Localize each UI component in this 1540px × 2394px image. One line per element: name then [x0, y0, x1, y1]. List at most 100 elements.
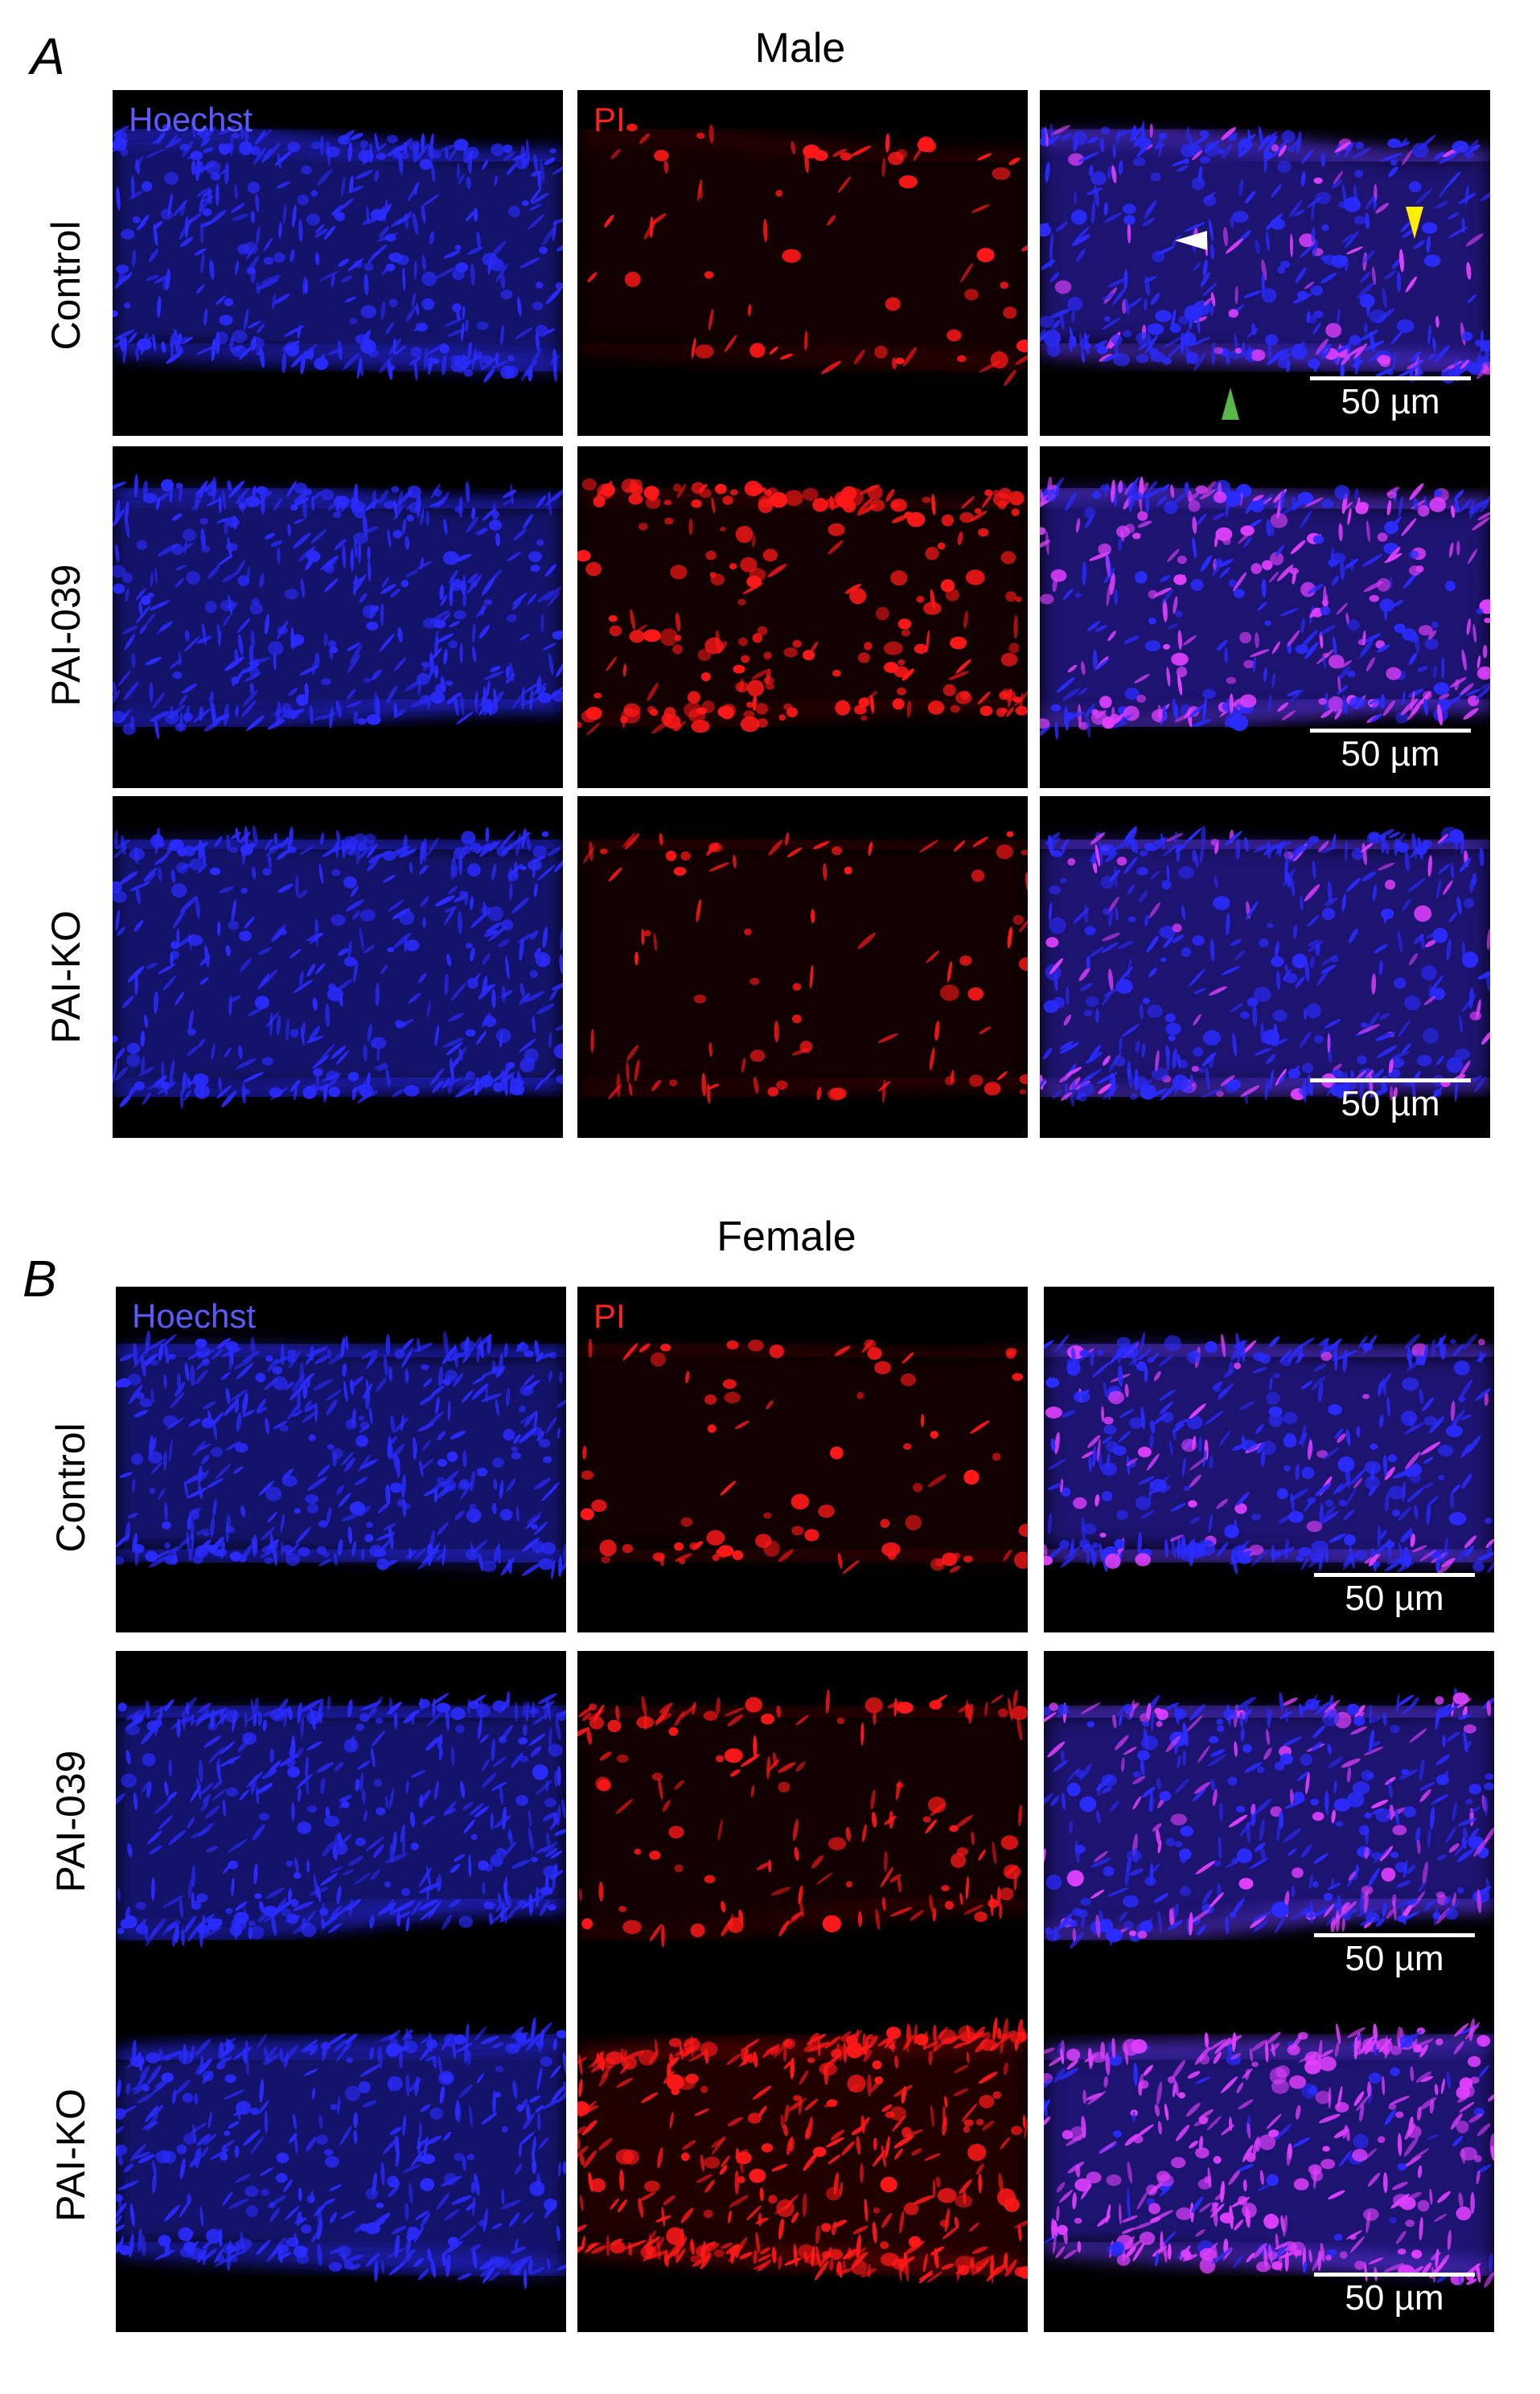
- nucleus: [1099, 1533, 1107, 1538]
- nucleus: [183, 543, 194, 550]
- nucleus: [1084, 507, 1096, 519]
- nucleus: [135, 588, 146, 601]
- nucleus: [224, 518, 228, 536]
- nucleus: [1431, 1793, 1449, 1805]
- nucleus: [170, 336, 175, 360]
- nucleus: [1429, 497, 1446, 512]
- nucleus: [1338, 1499, 1347, 1507]
- nucleus: [1192, 150, 1203, 161]
- nucleus: [252, 825, 258, 846]
- nucleus: [220, 1709, 225, 1726]
- nucleus: [753, 1076, 759, 1094]
- nucleus: [183, 1916, 197, 1933]
- nucleus: [1279, 490, 1285, 511]
- nucleus: [1377, 532, 1388, 542]
- nucleus: [306, 213, 320, 226]
- nucleus: [1485, 1517, 1493, 1525]
- nucleus: [1045, 937, 1059, 948]
- nucleus: [401, 1831, 406, 1855]
- nucleus: [123, 681, 139, 700]
- nucleus: [532, 1015, 536, 1033]
- nucleus: [1308, 1551, 1326, 1568]
- nucleus: [517, 296, 522, 317]
- nucleus: [132, 216, 141, 224]
- nucleus: [1172, 1048, 1177, 1070]
- nucleus: [651, 1079, 661, 1091]
- nucleus: [1015, 596, 1022, 602]
- nucleus: [534, 947, 541, 958]
- nucleus: [1111, 165, 1117, 183]
- nucleus: [1236, 1848, 1253, 1863]
- nucleus: [216, 1337, 231, 1349]
- nucleus: [170, 869, 176, 883]
- nucleus: [291, 1801, 295, 1821]
- nucleus: [209, 259, 215, 281]
- nucleus: [1466, 618, 1472, 635]
- nucleus: [147, 592, 154, 598]
- nucleus: [359, 927, 364, 951]
- nucleus: [259, 347, 265, 368]
- nucleus: [503, 151, 515, 161]
- nucleus: [1310, 285, 1324, 296]
- nucleus: [478, 1554, 484, 1571]
- nucleus: [369, 605, 373, 620]
- nucleus: [530, 1857, 538, 1862]
- nucleus: [373, 692, 378, 714]
- nucleus: [897, 659, 906, 666]
- nucleus: [437, 1734, 443, 1750]
- row-label-male-control: Control: [43, 220, 88, 351]
- nucleus: [1409, 953, 1418, 966]
- nucleus: [285, 341, 300, 353]
- nucleus: [422, 1789, 431, 1802]
- nucleus: [422, 1439, 431, 1451]
- nucleus: [1393, 1086, 1398, 1099]
- nucleus: [784, 490, 803, 507]
- nucleus: [507, 1559, 512, 1574]
- nucleus: [1330, 956, 1339, 963]
- nucleus: [513, 1434, 521, 1444]
- nucleus: [259, 1900, 265, 1913]
- nucleus: [1126, 1457, 1139, 1466]
- nucleus: [1240, 1011, 1250, 1020]
- nucleus: [502, 490, 517, 499]
- nucleus: [835, 700, 851, 716]
- nucleus: [1099, 354, 1113, 362]
- nucleus: [1484, 1796, 1489, 1817]
- nucleus: [1244, 1709, 1252, 1719]
- nucleus: [405, 939, 420, 952]
- micrograph: [1044, 1332, 1494, 1575]
- nucleus: [1374, 943, 1388, 954]
- nucleus: [393, 657, 406, 671]
- nucleus: [581, 709, 598, 723]
- nucleus: [167, 478, 174, 495]
- nucleus: [450, 1057, 454, 1082]
- nucleus: [152, 692, 165, 709]
- nucleus: [287, 142, 301, 153]
- nucleus: [1354, 1864, 1359, 1881]
- nucleus: [149, 682, 154, 703]
- nucleus: [1008, 643, 1020, 654]
- nucleus: [429, 652, 434, 675]
- nucleus: [1407, 878, 1426, 893]
- nucleus: [148, 1451, 162, 1464]
- nucleus: [1320, 152, 1326, 167]
- nucleus: [259, 573, 265, 588]
- nucleus: [532, 856, 546, 863]
- nucleus: [1111, 706, 1115, 720]
- nucleus: [733, 664, 745, 674]
- nucleus: [1253, 1920, 1269, 1932]
- nucleus: [1275, 970, 1281, 991]
- nucleus: [1419, 1758, 1425, 1781]
- nucleus: [1181, 905, 1186, 920]
- nucleus: [1361, 842, 1374, 852]
- nucleus: [1332, 575, 1340, 586]
- nucleus: [421, 271, 437, 286]
- nucleus: [292, 204, 297, 228]
- scale-bar: 50 µm: [1310, 376, 1471, 425]
- nucleus: [257, 278, 279, 289]
- green-arrowhead: [1222, 388, 1239, 420]
- nucleus: [1431, 1086, 1443, 1101]
- nucleus: [1094, 1850, 1108, 1862]
- nucleus: [405, 680, 422, 692]
- nucleus: [1421, 965, 1437, 981]
